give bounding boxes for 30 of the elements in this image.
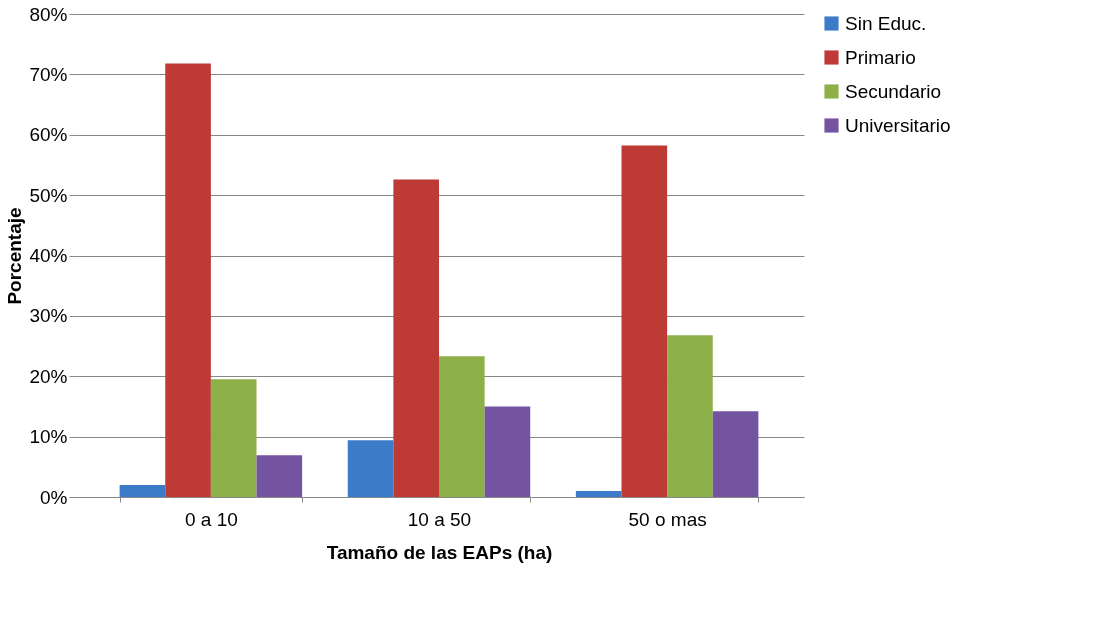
bar bbox=[575, 490, 622, 497]
x-tick-label: 50 o mas bbox=[628, 508, 707, 530]
bar bbox=[210, 379, 257, 497]
y-tick-label: 30% bbox=[29, 305, 68, 327]
x-axis-title: Tamaño de las EAPs (ha) bbox=[326, 541, 553, 563]
bar bbox=[621, 145, 668, 497]
bar bbox=[347, 440, 394, 497]
y-tick-label: 0% bbox=[40, 486, 68, 508]
bar bbox=[667, 335, 713, 497]
x-tick-label: 10 a 50 bbox=[407, 508, 472, 530]
bar bbox=[439, 356, 485, 497]
y-axis-title: Porcentaje bbox=[4, 207, 26, 305]
bar bbox=[119, 484, 166, 497]
legend-label: Universitario bbox=[845, 114, 951, 136]
bar bbox=[484, 406, 531, 497]
y-tick-label: 40% bbox=[29, 245, 68, 266]
y-tick-label: 60% bbox=[29, 124, 68, 146]
legend-label: Primario bbox=[845, 46, 916, 68]
y-tick-label: 50% bbox=[29, 184, 68, 206]
legend-label: Sin Educ. bbox=[845, 12, 927, 34]
bar bbox=[712, 411, 759, 497]
y-tick-label: 70% bbox=[29, 63, 68, 85]
bar bbox=[256, 455, 303, 497]
x-tick-label: 0 a 10 bbox=[184, 508, 238, 530]
y-tick-label: 10% bbox=[29, 426, 68, 448]
legend-label: Secundario bbox=[845, 80, 942, 102]
y-tick-label: 20% bbox=[29, 365, 68, 387]
y-tick-label: 80% bbox=[29, 3, 68, 25]
bar bbox=[165, 63, 211, 497]
bar bbox=[393, 179, 439, 497]
